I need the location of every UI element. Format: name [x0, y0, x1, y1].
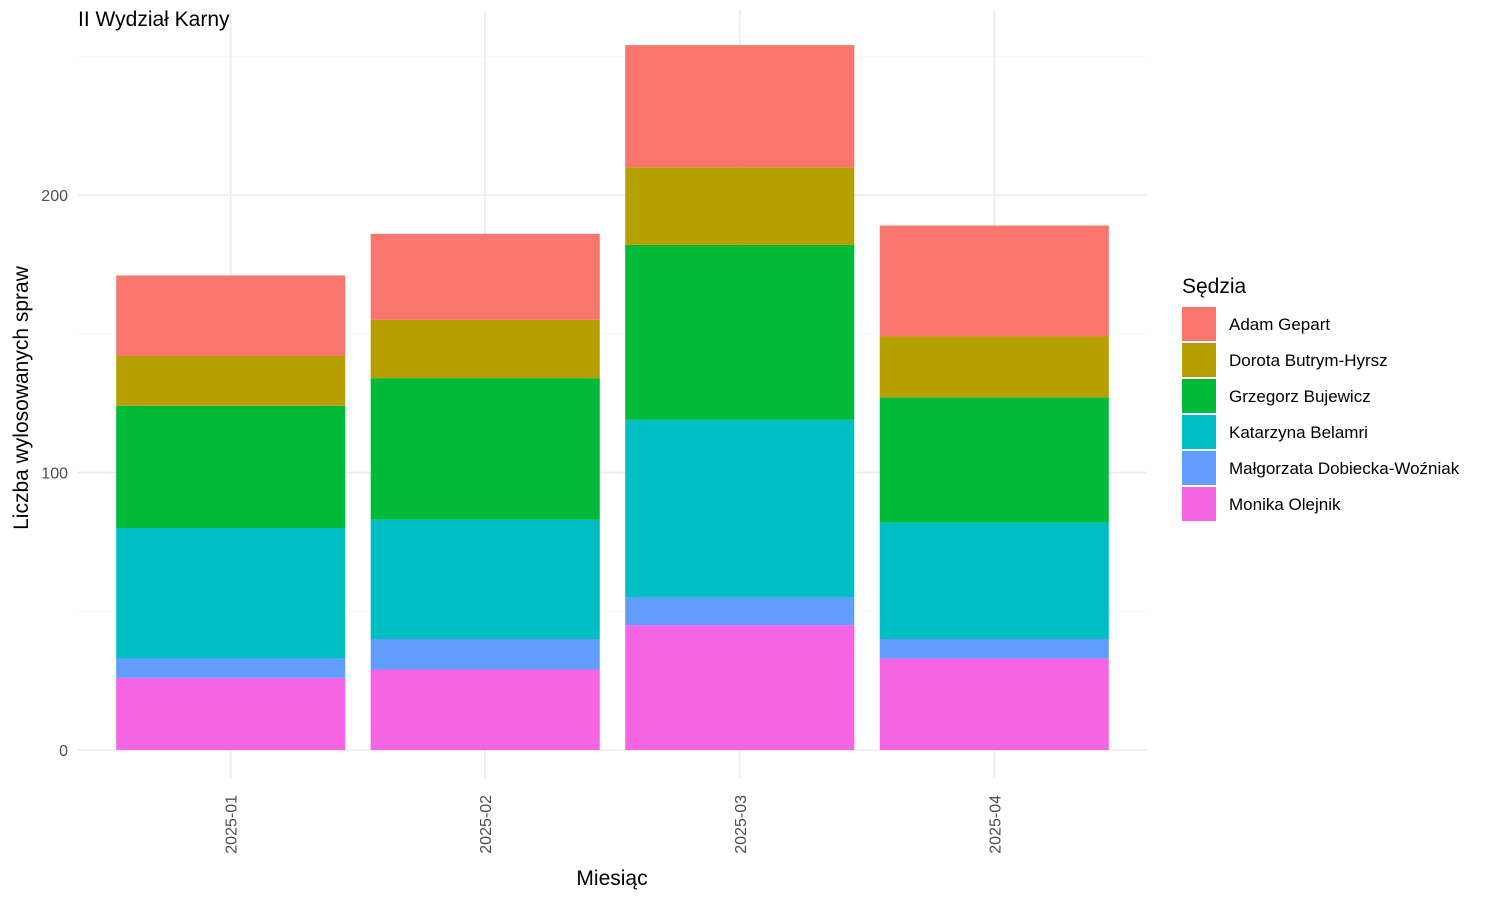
legend-swatch	[1182, 451, 1216, 485]
bars	[116, 45, 1109, 750]
bar-2025-04-katarzyna-belamri	[879, 522, 1109, 639]
bar-2025-02-malgorzata-dobiecka-wozniak	[370, 639, 600, 670]
legend-label: Monika Olejnik	[1229, 495, 1341, 514]
bar-2025-04-malgorzata-dobiecka-wozniak	[879, 639, 1109, 659]
x-tick-label: 2025-01	[224, 795, 241, 854]
x-axis-title: Miesiąc	[576, 867, 647, 890]
bar-2025-02-katarzyna-belamri	[370, 519, 600, 639]
bar-2025-01-malgorzata-dobiecka-wozniak	[116, 658, 346, 678]
bar-2025-01-katarzyna-belamri	[116, 528, 346, 659]
legend-swatch	[1182, 307, 1216, 341]
bar-2025-04-dorota-butrym-hyrsz	[879, 336, 1109, 398]
y-tick-label: 100	[41, 466, 68, 483]
bar-2025-03-dorota-butrym-hyrsz	[625, 167, 855, 245]
bar-2025-04-monika-olejnik	[879, 658, 1109, 750]
legend-swatch	[1182, 343, 1216, 377]
legend-label: Dorota Butrym-Hyrsz	[1229, 351, 1388, 370]
bar-2025-01-monika-olejnik	[116, 677, 346, 750]
bar-2025-01-dorota-butrym-hyrsz	[116, 355, 346, 406]
bar-2025-03-adam-gepart	[625, 45, 855, 168]
y-tick-label: 200	[41, 188, 68, 205]
bar-2025-02-dorota-butrym-hyrsz	[370, 319, 600, 379]
x-axis-ticks: 2025-01 2025-02 2025-03 2025-04	[224, 795, 1005, 854]
legend-label: Katarzyna Belamri	[1229, 423, 1368, 442]
y-axis-ticks: 0 100 200	[41, 188, 68, 760]
bar-2025-02-adam-gepart	[370, 233, 600, 320]
legend: Sędzia Adam Gepart Dorota Butrym-Hyrsz Grz…	[1182, 275, 1460, 521]
bar-2025-03-katarzyna-belamri	[625, 419, 855, 598]
bar-2025-04-adam-gepart	[879, 225, 1109, 337]
legend-label: Adam Gepart	[1229, 315, 1330, 334]
legend-swatch	[1182, 415, 1216, 449]
legend-label: Grzegorz Bujewicz	[1229, 387, 1371, 406]
chart-title: II Wydział Karny	[78, 8, 230, 31]
bar-2025-02-monika-olejnik	[370, 669, 600, 750]
legend-swatch	[1182, 379, 1216, 413]
bar-2025-03-malgorzata-dobiecka-wozniak	[625, 597, 855, 626]
bar-2025-02-grzegorz-bujewicz	[370, 378, 600, 520]
bar-2025-03-monika-olejnik	[625, 625, 855, 750]
bar-2025-03-grzegorz-bujewicz	[625, 244, 855, 420]
bar-2025-01-adam-gepart	[116, 275, 346, 356]
legend-label: Małgorzata Dobiecka-Woźniak	[1229, 459, 1460, 478]
legend-title: Sędzia	[1182, 275, 1247, 298]
x-tick-label: 2025-02	[478, 795, 495, 854]
y-tick-label: 0	[59, 743, 68, 760]
legend-swatch	[1182, 487, 1216, 521]
bar-2025-01-grzegorz-bujewicz	[116, 405, 346, 528]
legend-items: Adam Gepart Dorota Butrym-Hyrsz Grzegorz B…	[1182, 307, 1460, 521]
x-tick-label: 2025-03	[733, 795, 750, 854]
bar-2025-04-grzegorz-bujewicz	[879, 397, 1109, 523]
x-tick-label: 2025-04	[987, 795, 1004, 854]
y-axis-title: Liczba wylosowanych spraw	[10, 265, 33, 530]
